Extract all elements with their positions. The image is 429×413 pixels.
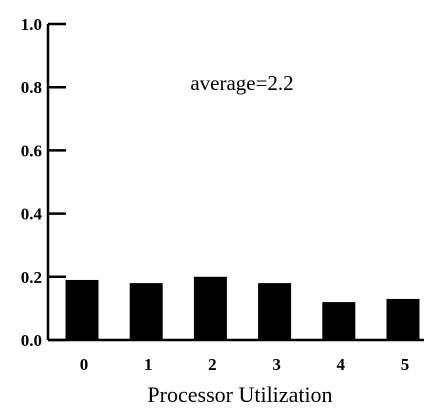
y-tick-label: 0.2: [21, 268, 42, 287]
x-axis-title: Processor Utilization: [147, 382, 332, 407]
y-tick-label: 0.6: [21, 141, 42, 160]
bar-0: [65, 279, 99, 340]
y-axis: 0.0 0.2 0.4 0.6 0.8 1.0: [21, 15, 66, 350]
bars: [65, 276, 420, 340]
y-tick-label: 1.0: [21, 15, 42, 34]
x-tick-label: 5: [401, 355, 410, 374]
x-axis: 0 1 2 3 4 5: [48, 338, 424, 374]
bar-1: [129, 283, 163, 340]
bar-4: [322, 302, 356, 340]
y-tick-label: 0.4: [21, 205, 43, 224]
x-tick-label: 2: [208, 355, 217, 374]
bar-3: [258, 283, 292, 340]
bar-2: [193, 276, 227, 340]
y-tick-label: 0.0: [21, 331, 42, 350]
y-tick-label: 0.8: [21, 78, 42, 97]
x-tick-label: 4: [337, 355, 346, 374]
bar-5: [386, 298, 420, 340]
x-tick-label: 3: [272, 355, 281, 374]
average-annotation: average=2.2: [190, 71, 293, 95]
x-tick-label: 1: [144, 355, 153, 374]
x-tick-label: 0: [80, 355, 89, 374]
